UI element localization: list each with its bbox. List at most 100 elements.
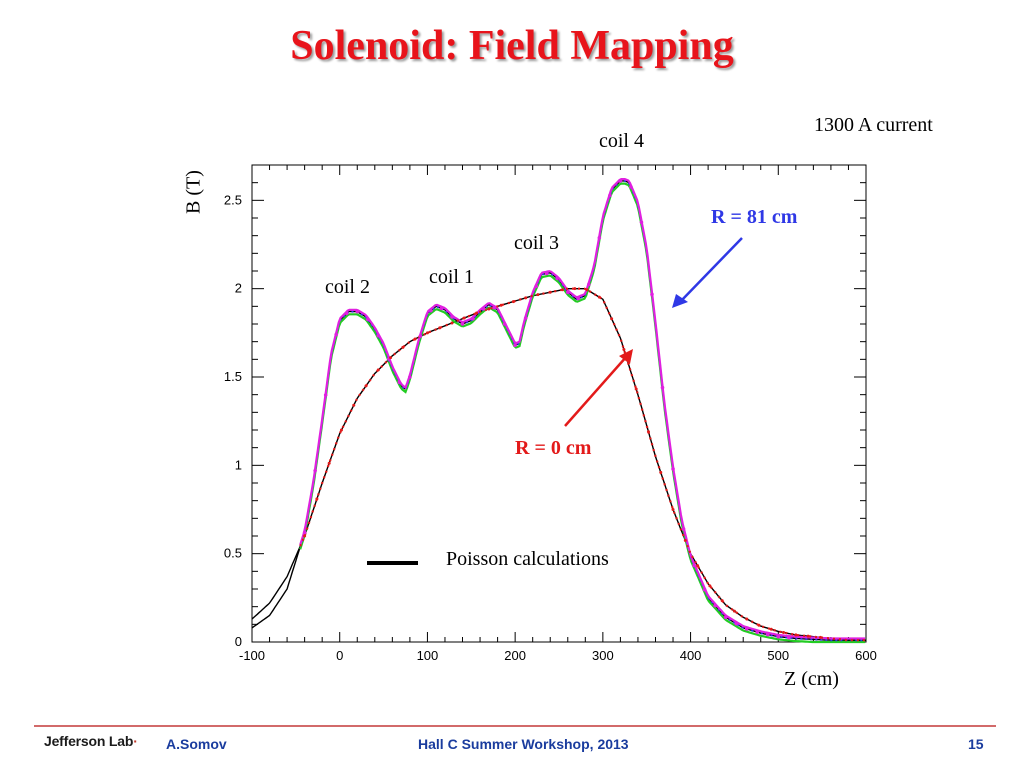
r0-measured-point <box>352 403 356 407</box>
annotation-coil-4: coil 4 <box>599 130 644 152</box>
y-tick-label: 2 <box>235 281 242 296</box>
r81-measured-point <box>618 179 623 183</box>
r0-measured-point <box>462 316 466 320</box>
y-tick-label: 0 <box>235 634 242 649</box>
r0-measured-point <box>720 599 724 603</box>
r0-measured-point <box>597 295 601 299</box>
r0-measured-point <box>327 461 331 465</box>
series-r0-calculation-line <box>251 288 866 641</box>
r81-measured-point <box>692 563 696 568</box>
r81-measured-point <box>755 630 760 634</box>
r81-measured-point <box>576 296 581 301</box>
y-tick-label: 0.5 <box>224 546 242 561</box>
series-r81-green-line <box>299 182 866 644</box>
annotation-r81: R = 81 cm <box>711 206 798 228</box>
x-tick-label: 600 <box>855 648 877 663</box>
series-r81-calculation-line <box>251 180 866 641</box>
r0-measured-point <box>499 303 503 307</box>
r81-measured-point <box>723 615 728 620</box>
r81-measured-point <box>450 315 454 319</box>
r0-measured-point <box>475 311 479 315</box>
r0-measured-point <box>610 317 614 321</box>
r81-measured-point <box>744 627 749 631</box>
r81-measured-point <box>787 635 791 640</box>
r81-measured-point <box>534 284 538 288</box>
r81-measured-point <box>587 282 591 287</box>
r81-measured-point <box>671 467 675 471</box>
r81-arrow-shaft <box>679 237 743 303</box>
r0-measured-point <box>585 288 589 292</box>
r0-measured-point <box>511 300 515 304</box>
r81-measured-point <box>734 621 738 626</box>
x-tick-label: 500 <box>767 648 789 663</box>
r0-measured-point <box>524 296 528 300</box>
footer-event: Hall C Summer Workshop, 2013 <box>418 736 629 752</box>
r0-measured-point <box>732 609 736 613</box>
r81-measured-point <box>660 385 665 390</box>
r81-measured-point <box>376 333 381 338</box>
r81-measured-point <box>302 530 307 535</box>
r0-measured-point <box>438 326 442 330</box>
r0-measured-point <box>794 633 798 637</box>
r0-measured-point <box>782 630 786 634</box>
r0-measured-point <box>659 470 663 474</box>
r81-measured-point <box>650 292 654 297</box>
r81-measured-point <box>513 343 517 348</box>
r0-measured-point <box>757 623 761 627</box>
r81-measured-point <box>597 235 602 240</box>
y-tick-label: 2.5 <box>224 192 242 207</box>
logo-dot-icon: · <box>133 733 138 749</box>
series-r81-magenta-line <box>299 178 866 640</box>
r0-measured-point <box>806 634 810 638</box>
r81-measured-point <box>418 334 423 338</box>
r0-measured-point <box>745 617 749 621</box>
x-tick-label: 200 <box>504 648 526 663</box>
x-tick-label: 400 <box>680 648 702 663</box>
r81-measured-point <box>681 527 686 531</box>
current-note: 1300 A current <box>814 114 933 136</box>
r0-arrow-head <box>619 349 633 364</box>
footer-page-number: 15 <box>968 736 984 752</box>
footer-divider <box>34 725 996 727</box>
r0-measured-point <box>401 345 405 349</box>
r81-measured-point <box>460 322 465 326</box>
footer-author: A.Somov <box>166 736 227 752</box>
y-tick-label: 1 <box>235 457 242 472</box>
r0-measured-point <box>646 430 650 434</box>
r0-measured-point <box>303 534 307 538</box>
r0-measured-point <box>425 331 429 335</box>
r81-measured-point <box>713 603 717 608</box>
plot-frame <box>251 164 867 643</box>
x-axis-label: Z (cm) <box>784 668 839 690</box>
r81-measured-point <box>555 276 560 281</box>
r0-measured-point <box>573 287 577 291</box>
r81-measured-point <box>323 393 328 397</box>
r0-measured-point <box>671 508 675 511</box>
r0-measured-point <box>536 293 540 297</box>
series-r0-measured-line <box>299 287 866 642</box>
r81-measured-point <box>702 587 707 592</box>
r81-measured-point <box>344 311 349 316</box>
annotation-coil-1: coil 1 <box>429 266 474 288</box>
series-layer <box>251 178 866 644</box>
x-tick-label: -100 <box>239 648 265 663</box>
y-tick-label: 1.5 <box>224 369 242 384</box>
r81-measured-point <box>608 193 612 198</box>
r81-measured-point <box>313 468 317 473</box>
r0-measured-point <box>389 356 393 360</box>
legend-label: Poisson calculations <box>446 548 609 570</box>
r81-measured-point <box>355 309 360 314</box>
r81-measured-point <box>765 632 770 637</box>
r0-measured-point <box>315 497 319 501</box>
r81-measured-point <box>776 634 781 639</box>
r81-arrow-head <box>672 294 688 308</box>
logo-text: Jefferson Lab <box>44 733 134 749</box>
r0-measured-point <box>622 347 626 351</box>
r81-measured-point <box>565 290 570 295</box>
r0-measured-point <box>683 538 687 542</box>
r0-measured-point <box>696 564 700 568</box>
r81-measured-point <box>408 375 412 379</box>
r81-measured-point <box>481 307 486 311</box>
r0-measured-point <box>561 288 565 292</box>
